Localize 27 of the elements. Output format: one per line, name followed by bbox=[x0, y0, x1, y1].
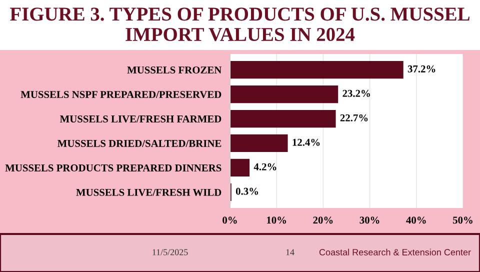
data-label: 12.4% bbox=[292, 138, 320, 146]
x-tick-label: 30% bbox=[360, 216, 380, 224]
x-tick-label: 20% bbox=[313, 216, 333, 224]
data-label: 0.3% bbox=[236, 188, 258, 195]
bar bbox=[230, 134, 288, 152]
x-tick-label: 10% bbox=[267, 216, 286, 224]
bar bbox=[230, 158, 250, 177]
data-label: 37.2% bbox=[408, 65, 436, 72]
y-tick-label: MUSSELS FROZEN bbox=[127, 66, 222, 74]
x-tick-label: 50% bbox=[453, 216, 472, 224]
y-tick-label: MUSSELS LIVE/FRESH WILD bbox=[76, 188, 222, 196]
bar bbox=[230, 85, 338, 104]
chart-title: FIGURE 3. TYPES OF PRODUCTS OF U.S. MUSSEL IMPORT VALUES IN 2024 bbox=[10, 8, 470, 42]
y-tick-label: MUSSELS DRIED/SALTED/BRINE bbox=[58, 140, 222, 147]
data-label: 23.2% bbox=[342, 90, 370, 97]
y-tick-label: MUSSELS PRODUCTS PREPARED DINNERS bbox=[5, 164, 222, 172]
text: 14 bbox=[286, 249, 294, 256]
y-tick-label: MUSSELS NSPF PREPARED/PRESERVED bbox=[20, 91, 222, 98]
y-tick-label: MUSSELS LIVE/FRESH FARMED bbox=[60, 115, 222, 123]
text: Coastal Research & Extension Center bbox=[319, 248, 471, 256]
text: 11/5/2025 bbox=[152, 249, 188, 256]
data-label: 4.2% bbox=[254, 163, 276, 170]
bar bbox=[230, 110, 336, 128]
x-tick-label: 0% bbox=[222, 216, 237, 224]
x-tick-label: 40% bbox=[406, 216, 426, 224]
data-label: 22.7% bbox=[340, 114, 368, 122]
bar bbox=[230, 61, 404, 79]
